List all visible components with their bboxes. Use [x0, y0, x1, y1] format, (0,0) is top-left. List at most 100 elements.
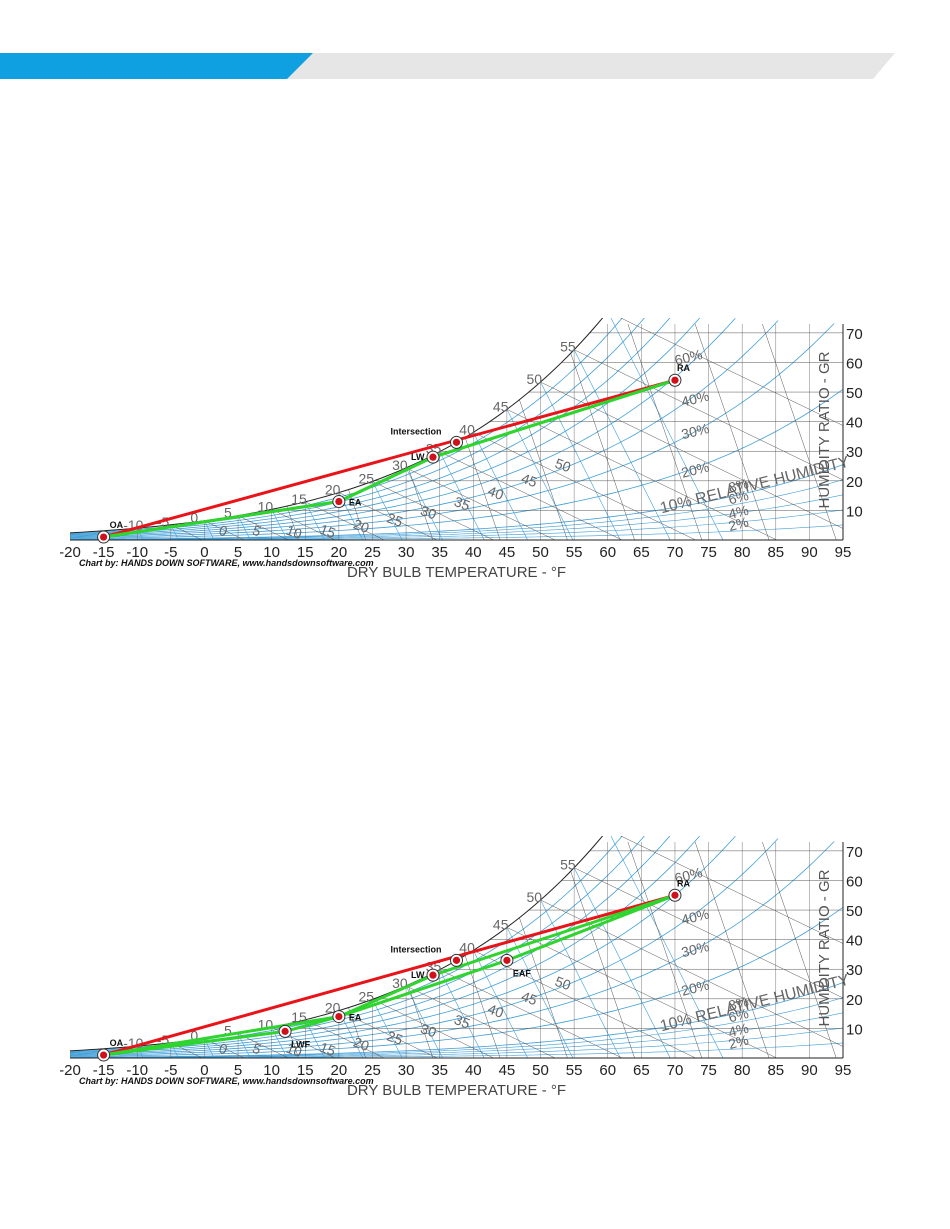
wet-bulb-label: 45 [493, 916, 509, 932]
state-point-label: LWF [291, 1039, 310, 1049]
x-tick-label: 65 [633, 1062, 650, 1079]
wet-bulb-line [573, 349, 671, 541]
state-point-label: Intersection [391, 944, 442, 954]
wet-bulb-label: 50 [527, 371, 543, 387]
state-point [335, 497, 343, 506]
state-point-label: RA [677, 363, 690, 373]
enthalpy-label: 20 [351, 516, 371, 536]
y-axis-label: HUMIDITY RATIO - GR [816, 351, 833, 508]
enthalpy-label: 25 [385, 510, 405, 530]
enthalpy-label: 10 [284, 522, 304, 542]
wet-bulb-line [607, 311, 724, 541]
rh-label: 6% [727, 1005, 751, 1025]
x-tick-label: 95 [835, 544, 852, 561]
y-tick-label: 50 [846, 385, 863, 402]
y-tick-label: 40 [846, 415, 863, 432]
rh-label: 8% [727, 475, 751, 495]
rh-curve [70, 494, 843, 540]
y-tick-label: 20 [846, 474, 863, 491]
wet-bulb-line [540, 899, 621, 1059]
x-tick-label: 25 [364, 544, 381, 561]
x-tick-label: 60 [599, 544, 616, 561]
enthalpy-label: 25 [385, 1028, 405, 1048]
rh-curve [70, 829, 843, 1055]
enthalpy-label: 50 [553, 973, 573, 993]
wet-bulb-line [372, 999, 403, 1059]
x-tick-label: 80 [734, 544, 751, 561]
x-tick-label: 85 [767, 544, 784, 561]
state-point-label: OA [110, 520, 124, 530]
rh-label: 20% [680, 458, 711, 480]
volume-line [560, 323, 635, 541]
x-tick-label: 35 [431, 544, 448, 561]
x-tick-label: -5 [164, 544, 177, 561]
enthalpy-label: 50 [553, 455, 573, 475]
state-point-label: RA [677, 878, 690, 888]
wet-bulb-line [237, 515, 251, 541]
x-tick-label: 55 [566, 544, 583, 561]
y-tick-label: 20 [846, 992, 863, 1009]
state-point [503, 956, 511, 964]
wet-bulb-label: 50 [527, 889, 543, 905]
x-tick-label: 0 [200, 544, 208, 561]
wet-bulb-label: 20 [325, 482, 341, 498]
rh-curve [70, 311, 843, 537]
wet-bulb-line [607, 829, 724, 1059]
volume-line [694, 841, 770, 1059]
rh-label: 6% [727, 487, 751, 507]
y-tick-label: 40 [846, 933, 863, 950]
state-point [100, 1051, 108, 1059]
x-tick-label: 5 [234, 544, 242, 561]
y-tick-label: 50 [846, 903, 863, 920]
rh-label: 8% [727, 993, 751, 1013]
wet-bulb-label: 5 [224, 1023, 232, 1039]
x-tick-label: 95 [835, 1062, 852, 1079]
wet-bulb-line [540, 381, 621, 541]
y-tick-label: 60 [846, 355, 863, 372]
x-tick-label: 90 [801, 1062, 818, 1079]
wet-bulb-line [439, 969, 485, 1059]
rh-curve [70, 1012, 843, 1058]
wet-bulb-label: 5 [224, 505, 232, 521]
rh-label: 40% [680, 905, 711, 927]
enthalpy-label: 35 [452, 1011, 472, 1031]
wet-bulb-line [372, 481, 403, 541]
saturation-curve [69, 311, 609, 534]
x-tick-label: 85 [767, 1062, 784, 1079]
enthalpy-label: 30 [419, 502, 439, 522]
wet-bulb-label: 40 [459, 421, 475, 437]
x-tick-label: 30 [398, 1062, 415, 1079]
wet-bulb-label: 0 [190, 510, 198, 526]
volume-line [694, 323, 770, 541]
rh-label: 20% [680, 976, 711, 998]
enthalpy-label: 40 [486, 483, 506, 503]
enthalpy-label: 45 [519, 988, 539, 1008]
x-tick-label: 35 [431, 1062, 448, 1079]
volume-line [762, 323, 837, 541]
state-point [335, 1012, 343, 1021]
x-tick-label: 50 [532, 1062, 549, 1079]
state-point-label: OA [110, 1038, 124, 1048]
volume-line [560, 841, 635, 1059]
wet-bulb-label: 15 [291, 491, 307, 507]
rh-curve [70, 311, 843, 536]
enthalpy-label: 30 [419, 1020, 439, 1040]
rh-curve [70, 311, 843, 538]
volume-line [627, 323, 703, 541]
rh-label: 4% [727, 502, 751, 522]
wet-bulb-label: 45 [493, 398, 509, 414]
volume-line [762, 841, 837, 1059]
enthalpy-line [520, 323, 843, 541]
mixing-line [103, 378, 676, 539]
wet-bulb-label: 10 [258, 498, 274, 514]
y-tick-label: 60 [846, 873, 863, 890]
x-tick-label: 40 [465, 1062, 482, 1079]
x-tick-label: 65 [633, 544, 650, 561]
x-tick-label: 80 [734, 1062, 751, 1079]
rh-curve [70, 829, 843, 1055]
wet-bulb-line [136, 527, 144, 541]
rh-label: 30% [680, 938, 711, 960]
rh-curve [70, 509, 843, 540]
enthalpy-label: 35 [452, 493, 472, 513]
rh-curve [70, 311, 843, 535]
